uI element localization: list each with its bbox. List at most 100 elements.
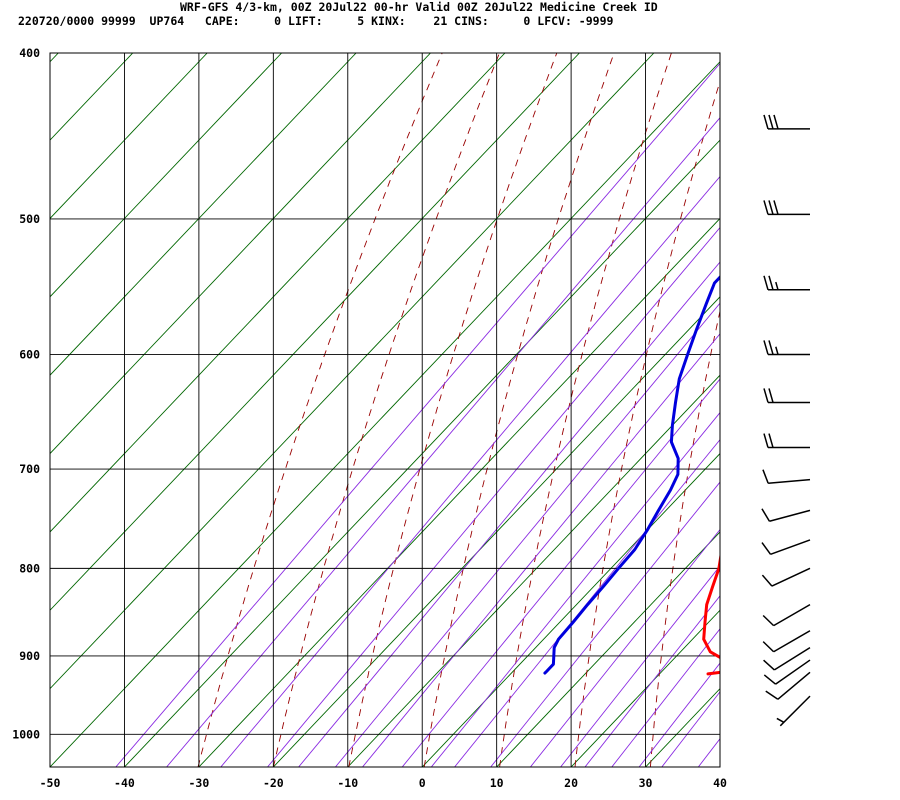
- x-tick-label: 10: [490, 776, 504, 790]
- dry-adiabat-line: [348, 53, 558, 767]
- wind-barb: [762, 630, 811, 653]
- wind-barb-feather: [763, 200, 769, 215]
- mixing-ratio-line: [697, 737, 720, 767]
- wind-barb-feather: [776, 717, 785, 723]
- wind-barb-feather: [763, 388, 769, 403]
- wind-barbs: [761, 114, 811, 727]
- isotherm-line: [570, 609, 720, 767]
- y-tick-label: 600: [19, 347, 40, 361]
- mixing-ratio-line: [490, 481, 720, 767]
- mixing-ratio-line: [166, 117, 720, 767]
- dry-adiabat-line: [574, 79, 720, 767]
- isotherm-line: [50, 53, 431, 455]
- x-tick-label: 0: [419, 776, 426, 790]
- isotherm-line: [50, 53, 282, 298]
- dry-adiabat-line: [197, 53, 443, 767]
- dry-adiabat-line: [801, 44, 900, 767]
- wind-barb-feather: [762, 614, 775, 627]
- dry-adiabat-line: [499, 53, 672, 767]
- wind-barb-staff: [779, 695, 811, 727]
- x-tick-label: -20: [263, 776, 284, 790]
- wind-barb: [761, 539, 811, 556]
- mixing-ratio-line: [454, 438, 720, 767]
- mixing-ratio-line: [430, 411, 720, 767]
- y-tick-label: 500: [19, 212, 40, 226]
- dry-adiabat-line: [726, 44, 846, 767]
- wind-barb-staff: [771, 567, 811, 587]
- isotherm-line: [50, 53, 357, 376]
- wind-barb-feather: [768, 200, 774, 215]
- isotherm-line: [50, 53, 506, 533]
- wind-barb: [763, 275, 810, 291]
- x-tick-label: -40: [114, 776, 135, 790]
- wind-barb: [761, 567, 811, 587]
- wind-barb-staff: [773, 646, 811, 671]
- wind-barb-feather: [761, 574, 773, 587]
- isotherm-line: [50, 53, 580, 611]
- wind-barb: [763, 646, 811, 671]
- axis-labels: -50 -40 -30 -20 -10 0 10 20 30 40 400 500 600 700 800 9…: [12, 46, 727, 790]
- wind-barb-staff: [777, 671, 811, 700]
- wind-barb-feather: [761, 542, 772, 555]
- wind-barb-feather: [765, 690, 779, 700]
- chart-title: WRF-GFS 4/3-km, 00Z 20Jul22 00-hr Valid …: [180, 0, 658, 14]
- sounding-indices: 220720/0000 99999 UP764 CAPE: 0 LIFT: 5 …: [18, 14, 614, 28]
- dry-adiabat-line: [649, 309, 720, 767]
- mixing-ratio-line: [611, 628, 720, 767]
- wind-barb-feather: [762, 469, 769, 484]
- sounding-header: WRF-GFS 4/3-km, 00Z 20Jul22 00-hr Valid …: [0, 0, 900, 30]
- wind-barb: [762, 469, 811, 485]
- wind-barb-staff: [768, 478, 811, 485]
- mixing-ratio-line: [661, 691, 720, 767]
- x-tick-label: 40: [713, 776, 727, 790]
- isotherm-line: [50, 53, 208, 220]
- isotherm-line: [124, 139, 720, 767]
- plot-frame: [49, 52, 721, 768]
- wind-barb-feather: [775, 346, 779, 355]
- y-tick-label: 800: [19, 561, 40, 575]
- x-tick-label: -10: [337, 776, 358, 790]
- wind-barb-staff: [773, 630, 811, 653]
- wind-barb: [763, 659, 811, 685]
- mixing-ratio-line: [638, 662, 720, 767]
- temperature-profile: [702, 551, 720, 676]
- x-tick-label: -50: [40, 776, 61, 790]
- dry-adiabat-line: [877, 44, 900, 767]
- mixing-ratio-line: [220, 175, 720, 767]
- mixing-ratio-line: [584, 595, 720, 767]
- wind-barb-feather: [762, 641, 775, 653]
- isotherm-line: [421, 452, 720, 767]
- wind-barb: [765, 671, 811, 700]
- y-tick-label: 400: [19, 46, 40, 60]
- dewpoint-profile: [543, 275, 720, 675]
- wind-barb-staff: [770, 539, 811, 556]
- wind-barb-feather: [761, 508, 771, 522]
- x-tick-label: 30: [639, 776, 653, 790]
- wind-barb: [761, 508, 811, 522]
- wind-barb-feather: [775, 281, 779, 290]
- wind-barb-feather: [763, 340, 769, 355]
- plot-border: [49, 52, 721, 768]
- wind-barb-staff: [773, 603, 811, 627]
- wind-barb: [762, 603, 811, 627]
- mixing-ratio-line: [530, 528, 720, 767]
- y-tick-label: 1000: [12, 727, 40, 741]
- dry-adiabat-line: [272, 53, 500, 767]
- wind-barb-feather: [763, 114, 769, 130]
- profile-layer: [543, 275, 720, 676]
- wind-barb-feather: [773, 114, 779, 130]
- mixing-ratio-line: [298, 261, 720, 767]
- wind-barb-feather: [763, 659, 775, 671]
- wind-barb-feather: [763, 275, 769, 290]
- isotherm-line: [273, 296, 720, 767]
- background-lines: [50, 44, 900, 767]
- wind-barb: [776, 695, 811, 727]
- y-tick-label: 700: [19, 462, 40, 476]
- dry-adiabat-line: [423, 53, 615, 767]
- isotherm-line: [794, 53, 900, 767]
- isotherm-line: [347, 374, 720, 767]
- isotherm-line: [50, 53, 655, 690]
- mixing-ratio-line: [401, 378, 720, 767]
- wind-barb-feather: [768, 275, 774, 290]
